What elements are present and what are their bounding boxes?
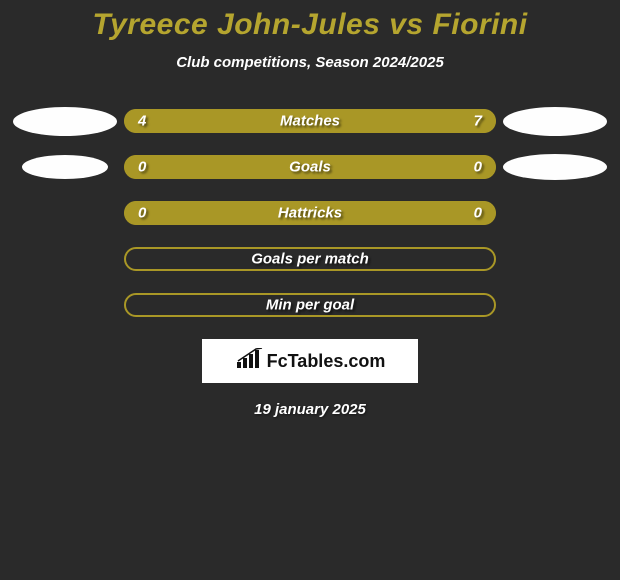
right-club-badge [500, 198, 610, 228]
club-ellipse-icon [503, 154, 607, 180]
club-ellipse-icon [22, 155, 108, 179]
right-club-badge [500, 106, 610, 136]
page-title: Tyreece John-Jules vs Fiorini [0, 0, 620, 42]
stat-bar: Goals per match [124, 247, 496, 271]
club-ellipse-icon [503, 107, 607, 136]
stat-row: Matches 4 7 [10, 109, 610, 133]
stat-label: Goals per match [251, 251, 369, 268]
stat-label: Hattricks [278, 205, 342, 222]
left-club-badge [10, 152, 120, 182]
stat-bar: Matches 4 7 [124, 109, 496, 133]
stat-row: Min per goal [10, 293, 610, 317]
left-club-badge [10, 244, 120, 274]
date-line: 19 january 2025 [0, 401, 620, 418]
stat-row: Hattricks 0 0 [10, 201, 610, 225]
left-club-badge [10, 198, 120, 228]
bar-fill-right [310, 155, 496, 179]
chart-icon [235, 348, 263, 375]
stat-label: Matches [280, 113, 340, 130]
subtitle: Club competitions, Season 2024/2025 [0, 54, 620, 71]
stat-value-left: 0 [138, 205, 146, 222]
stat-value-right: 0 [474, 205, 482, 222]
stat-bar: Hattricks 0 0 [124, 201, 496, 225]
club-ellipse-icon [13, 107, 117, 136]
left-club-badge [10, 290, 120, 320]
stat-label: Goals [289, 159, 331, 176]
stat-bar: Goals 0 0 [124, 155, 496, 179]
stat-value-left: 4 [138, 113, 146, 130]
left-club-badge [10, 106, 120, 136]
right-club-badge [500, 290, 610, 320]
stat-row: Goals per match [10, 247, 610, 271]
right-club-badge [500, 244, 610, 274]
stats-area: Matches 4 7 Goals 0 0 Hattricks 0 0 Goals per mat… [0, 109, 620, 317]
bar-fill-left [124, 155, 310, 179]
stat-bar: Min per goal [124, 293, 496, 317]
logo-box: FcTables.com [202, 339, 418, 383]
stat-value-right: 7 [474, 113, 482, 130]
stat-value-left: 0 [138, 159, 146, 176]
right-club-badge [500, 152, 610, 182]
stat-value-right: 0 [474, 159, 482, 176]
stat-label: Min per goal [266, 297, 354, 314]
stat-row: Goals 0 0 [10, 155, 610, 179]
logo-text: FcTables.com [267, 351, 386, 372]
